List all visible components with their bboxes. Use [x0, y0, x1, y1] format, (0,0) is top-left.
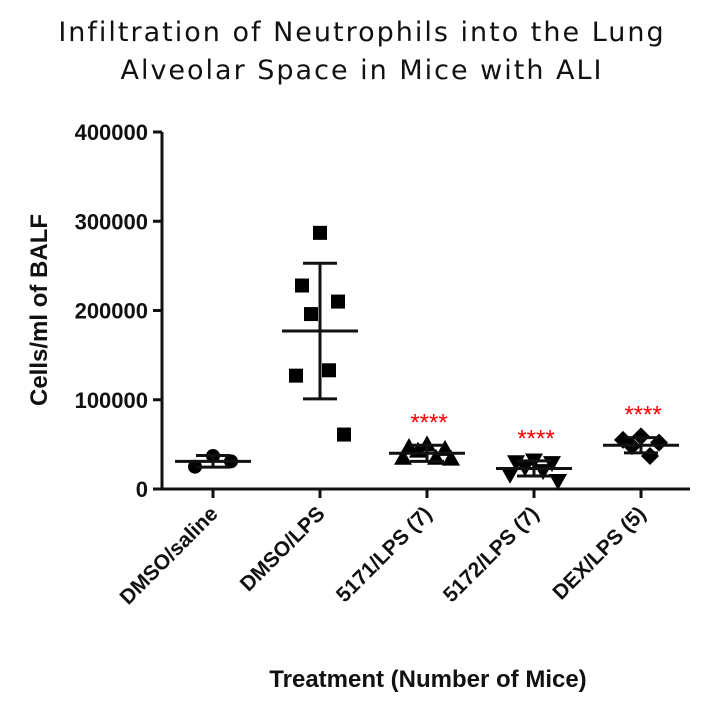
group-2: ****: [389, 409, 465, 466]
y-axis: 0 100000 200000 300000 400000: [75, 120, 164, 502]
chart-title-line-1: Infiltration of Neutrophils into the Lun…: [58, 17, 666, 48]
significance-label: ****: [624, 401, 661, 428]
x-tick-label: DEX/LPS (5): [548, 502, 650, 604]
chart-title: Infiltration of Neutrophils into the Lun…: [0, 14, 724, 90]
data-point: [304, 307, 318, 322]
data-point: [507, 455, 525, 472]
group-1: [282, 225, 358, 442]
data-point: [313, 225, 327, 240]
data-point: [549, 473, 567, 490]
data-groups: **** **** ****: [175, 225, 679, 490]
data-point: [289, 368, 303, 383]
data-point: [295, 278, 309, 293]
data-point: [501, 467, 519, 484]
data-point: [337, 427, 351, 442]
y-tick-label: 300000: [75, 209, 148, 234]
y-tick-label: 0: [136, 477, 148, 502]
data-point: [641, 446, 659, 465]
data-point: [188, 459, 202, 474]
y-tick-label: 200000: [75, 299, 148, 324]
data-point: [322, 363, 336, 378]
data-point: [394, 448, 412, 465]
y-tick-label: 100000: [75, 388, 148, 413]
data-point: [418, 435, 436, 452]
data-point: [442, 449, 460, 466]
data-point: [534, 464, 552, 481]
significance-label: ****: [410, 409, 447, 436]
group-4: ****: [603, 401, 679, 465]
y-tick-label: 400000: [75, 120, 148, 145]
chart-title-line-2: Alveolar Space in Mice with ALI: [120, 55, 604, 86]
x-tick-label: DMSO/LPS: [236, 502, 330, 596]
x-axis-label: Treatment (Number of Mice): [269, 666, 586, 693]
y-axis-label: Cells/ml of BALF: [26, 214, 53, 406]
group-3: ****: [496, 425, 572, 490]
x-tick-label: 5171/LPS (7): [332, 502, 437, 607]
data-point: [331, 294, 345, 309]
x-tick-label: DMSO/saline: [115, 502, 222, 609]
group-0: [175, 448, 251, 474]
significance-label: ****: [517, 425, 554, 452]
x-axis: DMSO/saline DMSO/LPS 5171/LPS (7) 5172/LPS …: [115, 487, 690, 609]
x-tick-label: 5172/LPS (7): [439, 502, 544, 607]
